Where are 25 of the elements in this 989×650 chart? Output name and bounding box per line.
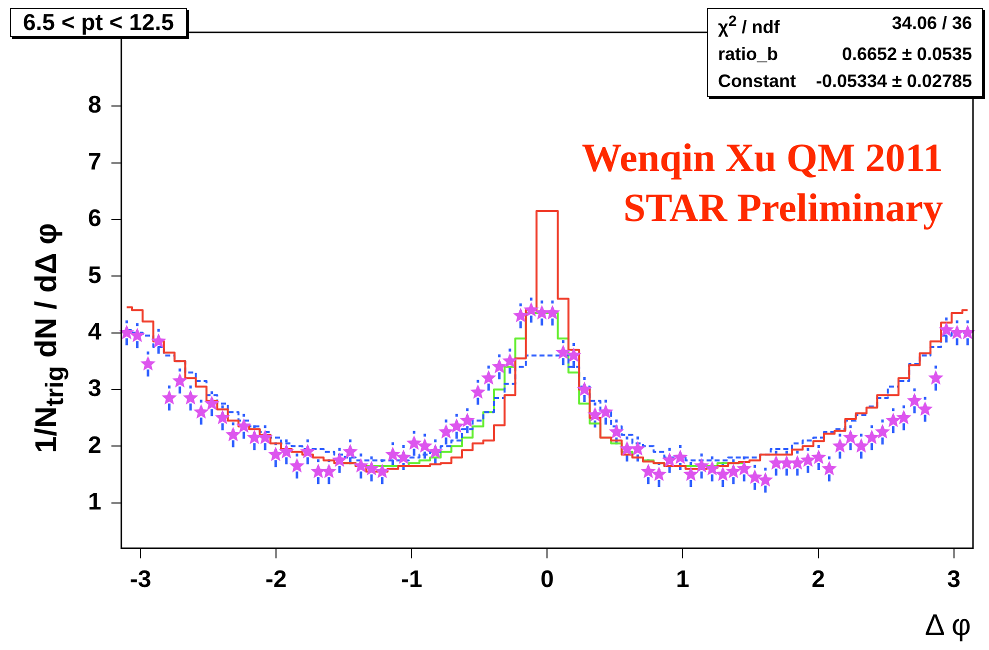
x-tick-label: 1	[676, 566, 690, 594]
x-tick-label: 3	[947, 566, 960, 594]
y-tick-label: 5	[88, 262, 102, 289]
x-tick-label: 0	[540, 566, 554, 594]
y-tick-label: 4	[88, 318, 102, 346]
chart-title: 6.5 < pt < 12.5	[10, 8, 187, 37]
annotation: ratio_b	[718, 44, 779, 65]
x-tick-label: -3	[130, 566, 152, 594]
x-tick-label: -1	[400, 566, 422, 594]
annotation: 0.6652 ± 0.0535	[841, 44, 972, 65]
y-tick-label: 8	[88, 92, 102, 119]
annotation: -0.05334 ± 0.02785	[816, 71, 972, 92]
annotation: 34.06 / 36	[890, 13, 972, 35]
annotation: χ$^{2}$ / ndf	[718, 13, 781, 38]
x-tick-label: 2	[812, 566, 825, 594]
y-tick-label: 6	[88, 205, 102, 232]
x-tick-label: -2	[265, 566, 287, 594]
y-tick-label: 7	[88, 148, 102, 176]
annotation: STAR Preliminary	[622, 184, 943, 232]
y-tick-label: 2	[88, 432, 102, 459]
x-axis-title: Δ φ	[924, 609, 971, 643]
y-tick-label: 1	[88, 488, 102, 516]
annotation: Constant	[718, 71, 796, 92]
y-tick-label: 3	[88, 375, 102, 402]
annotation: Wenqin Xu QM 2011	[582, 134, 943, 182]
